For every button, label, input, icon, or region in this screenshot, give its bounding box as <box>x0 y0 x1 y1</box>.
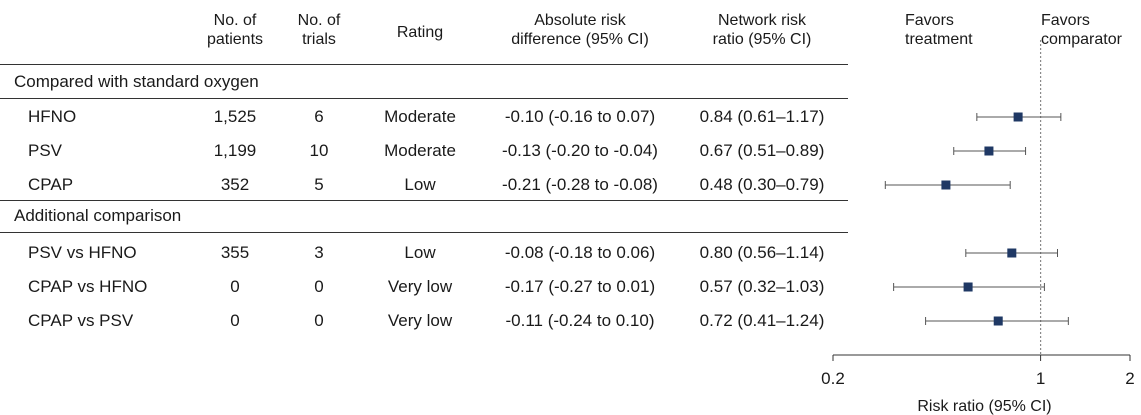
point-estimate <box>1007 248 1017 258</box>
header-network-risk-ratio: Network risk ratio (95% CI) <box>712 12 812 48</box>
ard-cell: -0.11 (-0.24 to 0.10) <box>505 311 655 330</box>
row-label: PSV vs HFNO <box>28 243 137 262</box>
row-label: HFNO <box>28 107 77 126</box>
header-favors-comparator: Favors comparator <box>1041 12 1122 48</box>
nrr-cell: 0.48 (0.30–0.79) <box>699 175 825 194</box>
rating-cell: Very low <box>387 311 453 330</box>
ard-cell: -0.08 (-0.18 to 0.06) <box>504 243 656 262</box>
row-label: CPAP <box>28 175 74 194</box>
patients-cell: 0 <box>230 277 240 296</box>
trials-cell: 10 <box>309 141 329 160</box>
point-estimate <box>993 316 1003 326</box>
rating-cell: Low <box>404 243 436 262</box>
trials-cell: 5 <box>314 175 324 194</box>
point-estimate <box>984 146 994 156</box>
x-tick-label: 1 <box>1036 369 1045 388</box>
point-estimate <box>941 180 951 190</box>
x-axis-label: Risk ratio (95% CI) <box>917 398 1051 415</box>
header-favors-treatment: Favors treatment <box>905 12 973 48</box>
patients-cell: 1,199 <box>213 141 257 160</box>
section-title-additional-comparison: Additional comparison <box>14 206 182 225</box>
point-estimate <box>1013 112 1023 122</box>
section-divider <box>0 232 848 233</box>
section-divider <box>0 98 848 99</box>
nrr-cell: 0.80 (0.56–1.14) <box>699 243 825 262</box>
patients-cell: 0 <box>230 311 240 330</box>
row-label: CPAP vs PSV <box>28 311 134 330</box>
nrr-cell: 0.57 (0.32–1.03) <box>699 277 825 296</box>
trials-cell: 6 <box>314 107 324 126</box>
rating-cell: Moderate <box>384 141 456 160</box>
rating-cell: Low <box>404 175 436 194</box>
row-label: CPAP vs HFNO <box>28 277 148 296</box>
nrr-cell: 0.72 (0.41–1.24) <box>699 311 825 330</box>
ard-cell: -0.21 (-0.28 to -0.08) <box>502 175 658 194</box>
patients-cell: 352 <box>220 175 250 194</box>
rating-cell: Very low <box>387 277 453 296</box>
ard-cell: -0.10 (-0.16 to 0.07) <box>504 107 656 126</box>
header-absolute-risk-difference: Absolute risk difference (95% CI) <box>511 12 649 48</box>
section-divider <box>0 200 848 201</box>
trials-cell: 0 <box>314 311 324 330</box>
patients-cell: 1,525 <box>213 107 257 126</box>
section-title-standard-oxygen: Compared with standard oxygen <box>14 72 259 91</box>
trials-cell: 0 <box>314 277 324 296</box>
header-trials: No. of trials <box>297 12 341 48</box>
x-tick-label: 0.2 <box>821 369 845 388</box>
section-divider <box>0 64 848 65</box>
point-estimate <box>963 282 973 292</box>
row-label: PSV <box>28 141 63 160</box>
ard-cell: -0.17 (-0.27 to 0.01) <box>504 277 656 296</box>
ard-cell: -0.13 (-0.20 to -0.04) <box>502 141 658 160</box>
nrr-cell: 0.67 (0.51–0.89) <box>699 141 825 160</box>
trials-cell: 3 <box>314 243 324 262</box>
header-patients: No. of patients <box>206 12 264 48</box>
nrr-cell: 0.84 (0.61–1.17) <box>699 107 825 126</box>
patients-cell: 355 <box>220 243 250 262</box>
x-tick-label: 2 <box>1125 369 1134 388</box>
rating-cell: Moderate <box>384 107 456 126</box>
header-rating: Rating <box>396 24 444 41</box>
